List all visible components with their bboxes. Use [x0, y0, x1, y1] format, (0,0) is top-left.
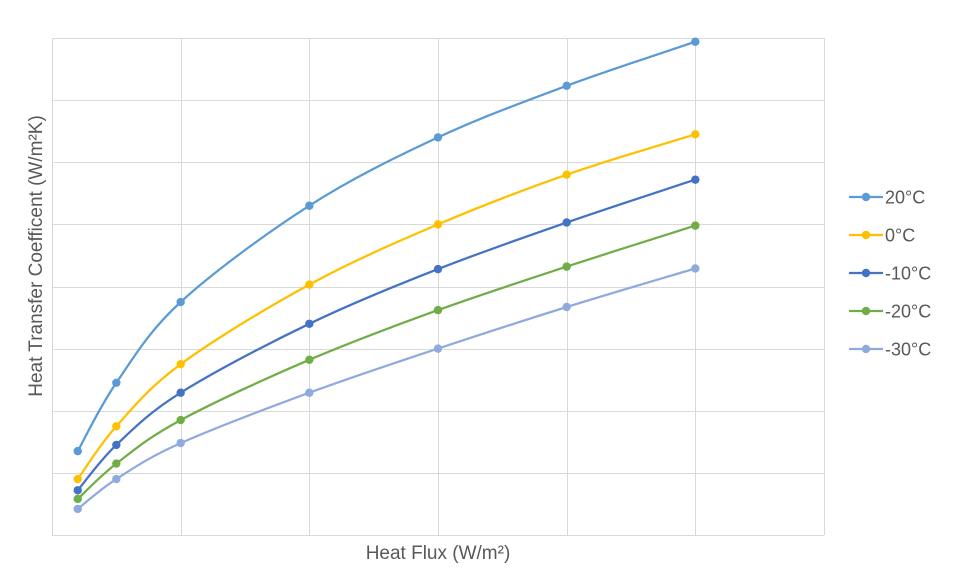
- data-point[interactable]: [433, 133, 443, 142]
- data-point[interactable]: [433, 305, 443, 315]
- legend-item[interactable]: -30°C: [849, 340, 931, 360]
- data-point[interactable]: [433, 220, 443, 229]
- series-line: [76, 267, 697, 511]
- data-point[interactable]: [176, 438, 185, 448]
- data-point[interactable]: [73, 446, 82, 456]
- series-line: [76, 224, 697, 501]
- data-point[interactable]: [176, 388, 185, 397]
- legend-dot-marker: [861, 306, 871, 316]
- data-point[interactable]: [176, 297, 185, 307]
- data-point[interactable]: [562, 262, 571, 271]
- legend-label: 0°C: [885, 226, 915, 246]
- data-point[interactable]: [691, 175, 700, 184]
- data-point[interactable]: [112, 459, 121, 468]
- legend-item[interactable]: 0°C: [849, 226, 915, 246]
- series--30°C: [73, 264, 700, 514]
- data-point[interactable]: [691, 130, 700, 139]
- data-point[interactable]: [73, 486, 82, 495]
- data-point[interactable]: [112, 422, 121, 431]
- data-point[interactable]: [73, 474, 82, 484]
- series-0°C: [73, 130, 700, 484]
- x-axis-title: Heat Flux (W/m²): [366, 543, 511, 564]
- legend-label: 20°C: [885, 188, 925, 208]
- data-point[interactable]: [691, 37, 700, 46]
- data-point[interactable]: [305, 280, 314, 289]
- data-point[interactable]: [112, 474, 121, 484]
- data-point[interactable]: [176, 415, 185, 425]
- data-point[interactable]: [305, 201, 314, 210]
- data-point[interactable]: [691, 264, 700, 273]
- data-point[interactable]: [305, 319, 314, 328]
- data-point[interactable]: [562, 302, 571, 312]
- series-layer: [73, 37, 700, 514]
- legend-label: -10°C: [885, 264, 931, 284]
- vertical-gridlines: [52, 38, 825, 535]
- legend-dot-marker: [861, 230, 871, 240]
- data-point[interactable]: [112, 378, 121, 387]
- data-point[interactable]: [176, 359, 185, 369]
- y-axis-title: Heat Transfer Coefficent (W/m²K): [26, 115, 47, 397]
- legend-item[interactable]: 20°C: [849, 188, 925, 208]
- data-point[interactable]: [305, 388, 314, 397]
- data-point[interactable]: [691, 221, 700, 230]
- legend-item[interactable]: -10°C: [849, 264, 931, 284]
- data-point[interactable]: [562, 218, 571, 227]
- data-point[interactable]: [73, 494, 82, 504]
- series-line: [76, 133, 697, 481]
- data-point[interactable]: [562, 81, 571, 91]
- legend-dot-marker: [861, 268, 871, 278]
- data-point[interactable]: [433, 344, 443, 353]
- legend-item[interactable]: -20°C: [849, 302, 931, 322]
- data-point[interactable]: [112, 440, 121, 450]
- series--10°C: [73, 175, 700, 495]
- legend-dot-marker: [861, 192, 871, 202]
- legend-label: -20°C: [885, 302, 931, 322]
- data-point[interactable]: [305, 355, 314, 365]
- legend[interactable]: 20°C 0°C -10°C -20°C -30°C: [849, 188, 931, 360]
- data-point[interactable]: [562, 170, 571, 179]
- legend-label: -30°C: [885, 340, 931, 360]
- data-point[interactable]: [73, 504, 82, 514]
- series-line: [76, 178, 697, 492]
- legend-dot-marker: [861, 344, 871, 354]
- series-20°C: [73, 37, 700, 456]
- series--20°C: [73, 221, 700, 504]
- data-point[interactable]: [433, 264, 443, 274]
